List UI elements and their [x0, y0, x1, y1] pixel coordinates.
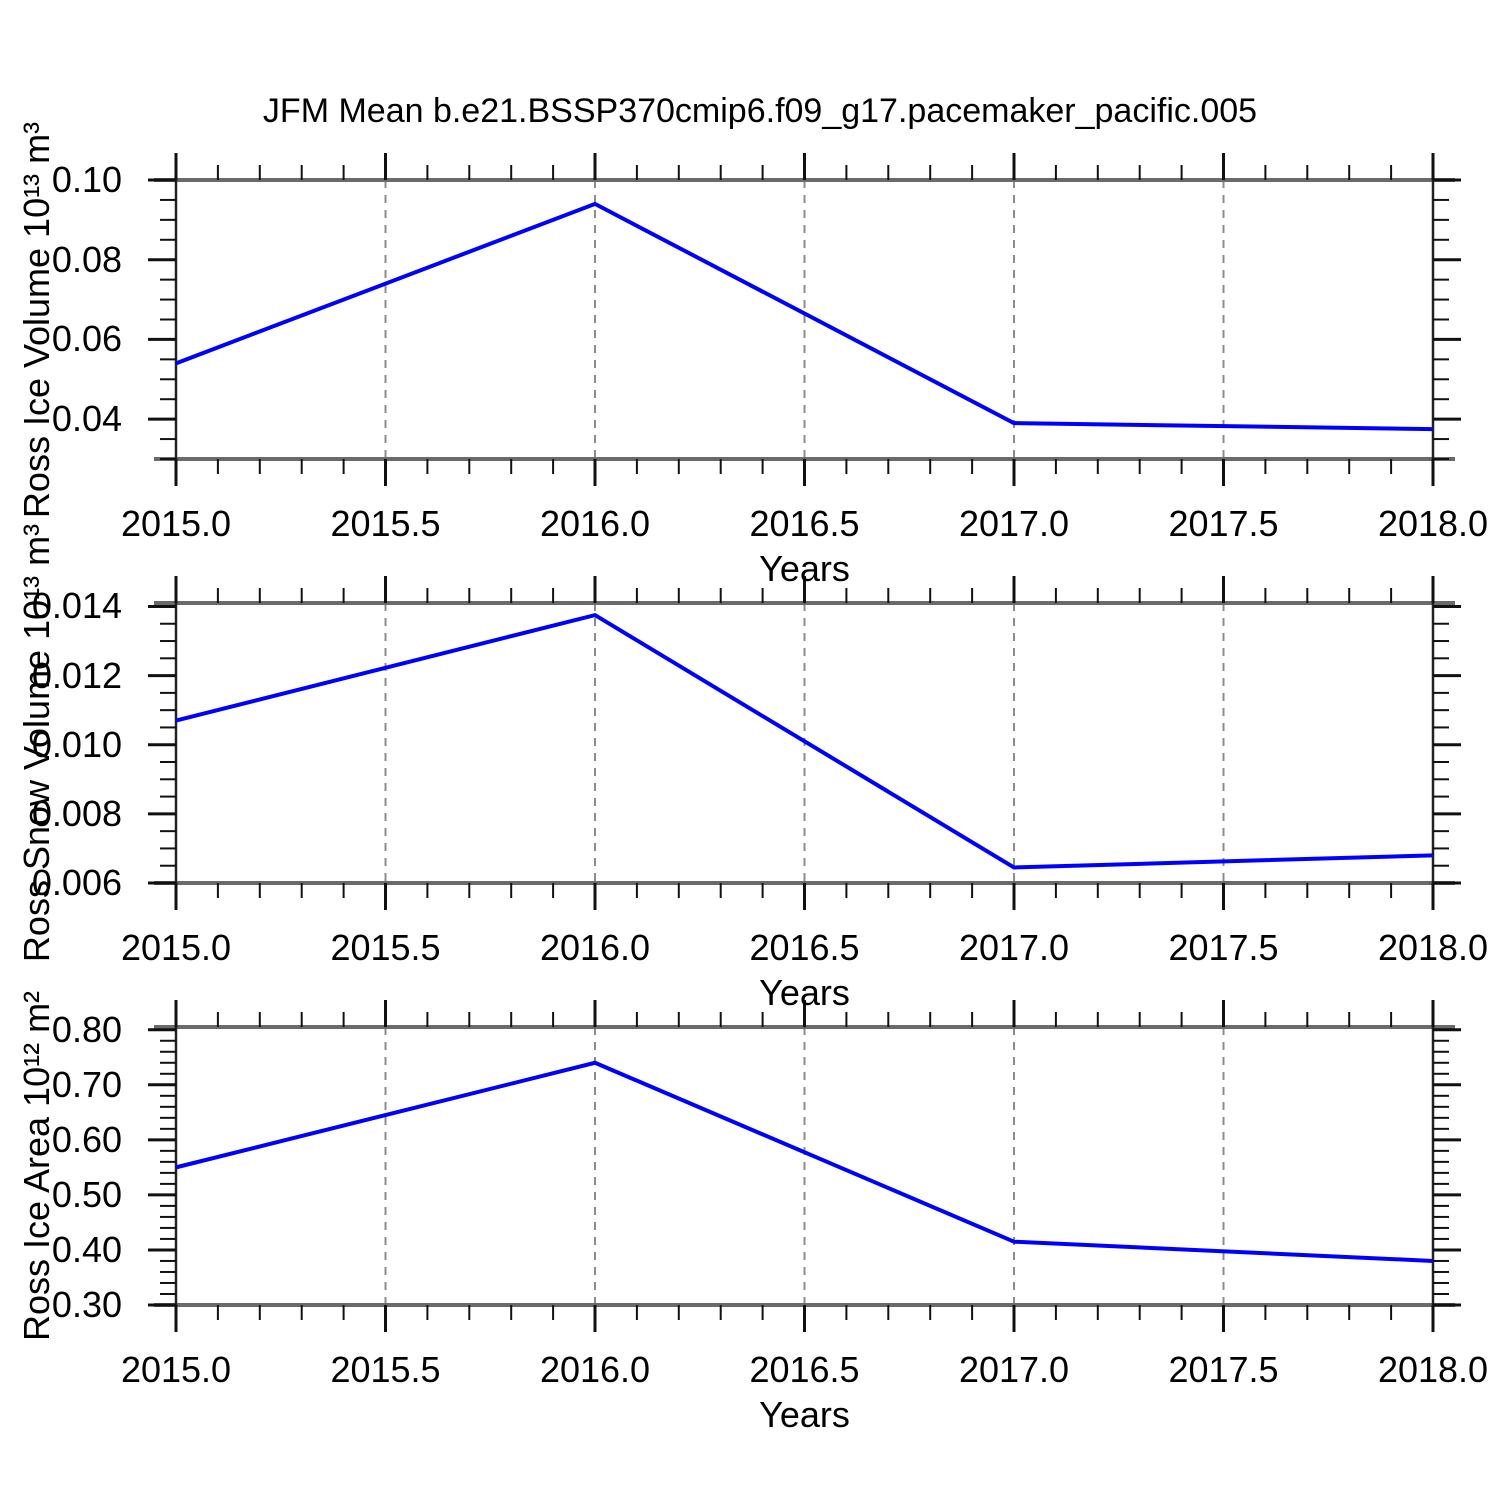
x-tick-label: 2015.0: [120, 503, 232, 544]
x-tick-label: 2016.5: [749, 1349, 860, 1390]
x-tick-label: 2015.0: [120, 927, 232, 968]
y-tick-label: 0.60: [51, 1118, 122, 1160]
x-axis-title-years-panel-3: Years: [759, 1394, 850, 1435]
y-tick-label: 0.010: [31, 723, 122, 765]
data-line-panel-2: [175, 612, 1434, 870]
data-line-panel-1: [175, 201, 1434, 432]
x-tick-label: 2016.0: [539, 1349, 651, 1390]
x-tick-label: 2016.0: [539, 927, 651, 968]
y-tick-label: 0.04: [51, 398, 122, 440]
y-tick-label: 0.80: [51, 1008, 122, 1050]
x-tick-label: 2015.0: [120, 1349, 232, 1390]
x-tick-label: 2018.0: [1377, 927, 1489, 968]
y-tick-label: 0.008: [31, 792, 122, 834]
x-axis-title-years-panel-1: Years: [759, 548, 850, 589]
x-tick-label: 2017.0: [958, 503, 1070, 544]
y-tick-label: 0.014: [31, 585, 122, 627]
plot-title: JFM Mean b.e21.BSSP370cmip6.f09_g17.pace…: [262, 92, 1258, 130]
y-tick-label: 0.006: [31, 862, 122, 903]
y-tick-label: 0.70: [51, 1063, 122, 1105]
data-line-panel-3: [175, 1060, 1434, 1263]
x-tick-label: 2017.5: [1168, 1349, 1279, 1390]
x-tick-label: 2017.0: [958, 1349, 1070, 1390]
x-axis-title-years-panel-2: Years: [759, 972, 850, 1013]
y-tick-label: 0.50: [51, 1173, 122, 1215]
y-tick-label: 0.08: [51, 238, 122, 280]
x-tick-label: 2016.5: [749, 503, 860, 544]
y-tick-label: 0.40: [51, 1228, 122, 1270]
x-tick-label: 2017.0: [958, 927, 1070, 968]
x-tick-label: 2017.5: [1168, 503, 1279, 544]
x-tick-label: 2015.5: [330, 1349, 441, 1390]
x-tick-label: 2018.0: [1377, 1349, 1489, 1390]
x-tick-label: 2017.5: [1168, 927, 1279, 968]
x-tick-label: 2018.0: [1377, 503, 1489, 544]
x-tick-label: 2015.5: [330, 927, 441, 968]
y-tick-label: 0.30: [51, 1284, 122, 1325]
y-tick-label: 0.012: [31, 654, 122, 696]
y-tick-label: 0.06: [51, 318, 122, 360]
x-tick-label: 2016.5: [749, 927, 860, 968]
x-tick-label: 2016.0: [539, 503, 651, 544]
y-tick-label: 0.10: [51, 159, 122, 200]
x-tick-label: 2015.5: [330, 503, 441, 544]
